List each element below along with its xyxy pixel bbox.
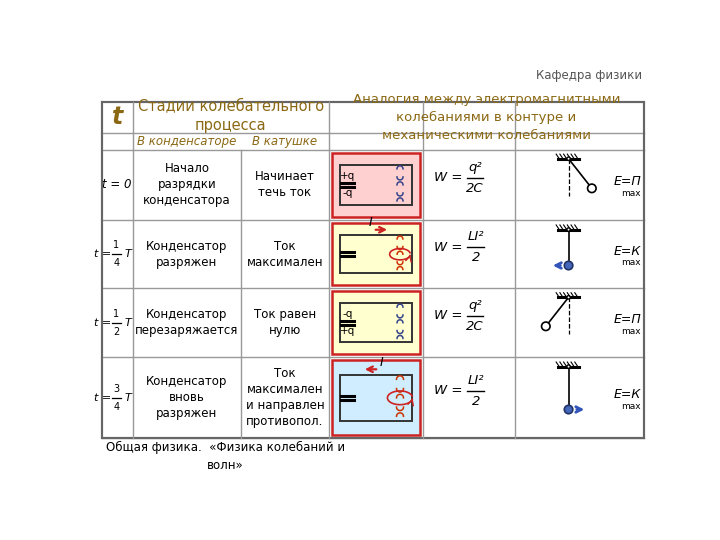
Text: E=П: E=П xyxy=(613,176,641,188)
Text: Конденсатор
перезаряжается: Конденсатор перезаряжается xyxy=(135,308,238,338)
Circle shape xyxy=(567,228,570,231)
Bar xyxy=(332,153,420,217)
Text: W =: W = xyxy=(434,384,463,397)
Text: Начало
разрядки
конденсатора: Начало разрядки конденсатора xyxy=(143,163,230,207)
Text: 2C: 2C xyxy=(467,320,484,333)
Text: -q: -q xyxy=(342,309,353,319)
Bar xyxy=(340,303,413,342)
Circle shape xyxy=(564,405,573,414)
Text: W =: W = xyxy=(434,309,463,322)
Circle shape xyxy=(567,295,570,299)
Text: 2C: 2C xyxy=(467,182,484,195)
Text: E=К: E=К xyxy=(613,388,641,401)
Text: max: max xyxy=(621,327,641,335)
Text: E=П: E=П xyxy=(613,313,641,326)
Text: max: max xyxy=(621,258,641,267)
Text: LI²: LI² xyxy=(467,374,485,387)
Text: I: I xyxy=(369,216,372,229)
Text: LI²: LI² xyxy=(467,231,485,244)
Text: Ток равен
нулю: Ток равен нулю xyxy=(254,308,316,338)
Circle shape xyxy=(567,157,570,160)
Text: W =: W = xyxy=(434,172,463,185)
Text: t =: t = xyxy=(94,249,111,259)
Text: T: T xyxy=(124,393,131,403)
Circle shape xyxy=(588,184,596,193)
Circle shape xyxy=(541,322,550,330)
Text: T: T xyxy=(124,249,131,259)
Circle shape xyxy=(567,365,570,368)
Bar xyxy=(332,361,420,435)
Circle shape xyxy=(564,261,573,269)
Text: Общая физика.  «Физика колебаний и
волн»: Общая физика. «Физика колебаний и волн» xyxy=(106,441,345,471)
Text: 4: 4 xyxy=(113,258,120,268)
Text: 2: 2 xyxy=(472,395,480,408)
Text: Кафедра физики: Кафедра физики xyxy=(536,69,642,82)
Text: q²: q² xyxy=(468,299,482,312)
Bar xyxy=(102,102,644,438)
Text: Конденсатор
вновь
разряжен: Конденсатор вновь разряжен xyxy=(146,375,228,420)
Text: T: T xyxy=(124,318,131,328)
Bar xyxy=(340,235,413,273)
Text: Ток
максимален: Ток максимален xyxy=(247,240,323,269)
Text: 1: 1 xyxy=(113,309,120,319)
Text: Ток
максимален
и направлен
противопол.: Ток максимален и направлен противопол. xyxy=(246,367,324,428)
Text: Стадии колебательного
процесса: Стадии колебательного процесса xyxy=(138,98,324,133)
Text: 3: 3 xyxy=(113,384,120,394)
Text: +q: +q xyxy=(340,172,355,181)
Text: t: t xyxy=(112,105,122,129)
Text: t = 0: t = 0 xyxy=(102,178,132,191)
Text: Конденсатор
разряжен: Конденсатор разряжен xyxy=(146,240,228,269)
Text: t =: t = xyxy=(94,318,111,328)
Text: 2: 2 xyxy=(113,327,120,336)
Text: -q: -q xyxy=(342,188,353,198)
Bar xyxy=(340,375,413,421)
Text: Аналогия между электромагнитными
колебаниями в контуре и
механическими колебания: Аналогия между электромагнитными колебан… xyxy=(353,92,620,141)
Text: В конденсаторе: В конденсаторе xyxy=(138,134,237,147)
Text: t =: t = xyxy=(94,393,111,403)
Bar xyxy=(340,165,413,205)
Text: 4: 4 xyxy=(113,402,120,411)
Text: max: max xyxy=(621,189,641,198)
Text: max: max xyxy=(621,402,641,411)
Text: 2: 2 xyxy=(472,251,480,264)
Bar xyxy=(332,291,420,354)
Text: E=К: E=К xyxy=(613,245,641,258)
Text: 1: 1 xyxy=(113,240,120,251)
Text: В катушке: В катушке xyxy=(252,134,318,147)
Text: q²: q² xyxy=(468,161,482,174)
Text: Начинает
течь ток: Начинает течь ток xyxy=(255,171,315,199)
Bar xyxy=(332,224,420,285)
Text: W =: W = xyxy=(434,241,463,254)
Text: I: I xyxy=(379,355,383,368)
Text: +q: +q xyxy=(340,326,355,336)
